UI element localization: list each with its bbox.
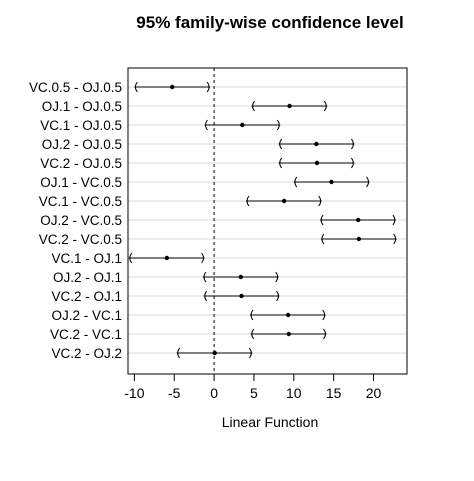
upper-bound-bracket — [248, 347, 252, 359]
estimate-point — [164, 255, 170, 261]
estimate-point — [285, 312, 291, 318]
lower-bound-bracket — [279, 157, 283, 169]
upper-bound-bracket — [276, 290, 279, 302]
category-label: VC.2 - VC.1 — [50, 327, 122, 342]
lower-bound-bracket — [177, 347, 181, 359]
category-label: VC.2 - OJ.2 — [51, 346, 122, 361]
lower-bound-bracket — [294, 176, 298, 188]
upper-bound-bracket — [393, 233, 397, 245]
upper-bound-bracket — [392, 214, 396, 226]
lower-bound-bracket — [251, 328, 255, 340]
lower-bound-bracket — [205, 119, 208, 131]
lower-bound-bracket — [129, 252, 133, 264]
upper-bound-bracket — [206, 81, 210, 93]
chart-title: 95% family-wise confidence level — [136, 13, 403, 32]
plot-frame — [127, 67, 408, 375]
upper-bound-bracket — [322, 309, 326, 321]
upper-bound-bracket — [275, 271, 279, 283]
estimate-point — [286, 331, 291, 337]
upper-bound-bracket — [323, 328, 326, 340]
estimate-point — [356, 217, 361, 223]
category-label: OJ.2 - OJ.1 — [53, 270, 122, 285]
category-label: OJ.2 - VC.1 — [51, 308, 122, 323]
category-label: VC.0.5 - OJ.0.5 — [29, 80, 122, 95]
lower-bound-bracket — [252, 100, 255, 112]
lower-bound-bracket — [204, 290, 208, 302]
category-label: OJ.1 - VC.0.5 — [40, 175, 122, 190]
lower-bound-bracket — [321, 233, 325, 245]
estimate-point — [239, 293, 244, 299]
interval-layer — [128, 68, 397, 374]
upper-bound-bracket — [276, 119, 280, 131]
category-label: VC.1 - OJ.0.5 — [40, 118, 122, 133]
lower-bound-bracket — [279, 138, 283, 150]
x-tick-label: -5 — [168, 385, 181, 401]
upper-bound-bracket — [323, 100, 327, 112]
category-label: VC.2 - OJ.0.5 — [40, 156, 122, 171]
x-tick-label: 5 — [250, 385, 258, 401]
estimate-point — [356, 236, 362, 242]
lower-bound-bracket — [203, 271, 207, 283]
x-tick-label: -10 — [124, 385, 144, 401]
category-label: OJ.2 - VC.0.5 — [40, 213, 122, 228]
estimate-point — [287, 103, 292, 109]
lower-bound-bracket — [320, 214, 324, 226]
category-label: VC.1 - VC.0.5 — [39, 194, 122, 209]
estimate-point — [212, 350, 217, 356]
upper-bound-bracket — [318, 195, 322, 207]
x-tick-label: 15 — [326, 385, 342, 401]
estimate-point — [281, 198, 287, 204]
upper-bound-bracket — [366, 176, 370, 188]
x-tick-label: 20 — [366, 385, 382, 401]
upper-bound-bracket — [350, 157, 354, 169]
estimate-point — [314, 141, 319, 147]
lower-bound-bracket — [134, 81, 138, 93]
estimate-point — [329, 179, 334, 185]
category-label: VC.2 - OJ.1 — [51, 289, 122, 304]
estimate-point — [238, 274, 244, 280]
category-labels: VC.0.5 - OJ.0.5 OJ.1 - OJ.0.5 VC.1 - OJ.0.… — [29, 80, 122, 361]
category-label: OJ.1 - OJ.0.5 — [42, 99, 122, 114]
x-tick-label: 0 — [210, 385, 218, 401]
x-tick-label: 10 — [286, 385, 302, 401]
upper-bound-bracket — [350, 138, 354, 150]
category-label: VC.2 - VC.0.5 — [39, 232, 122, 247]
lower-bound-bracket — [246, 195, 250, 207]
upper-bound-bracket — [201, 252, 205, 264]
estimate-point — [170, 84, 175, 90]
estimate-point — [240, 122, 245, 128]
lower-bound-bracket — [250, 309, 254, 321]
category-label: VC.1 - OJ.1 — [51, 251, 122, 266]
category-label: OJ.2 - OJ.0.5 — [42, 137, 122, 152]
x-axis-title: Linear Function — [222, 414, 319, 430]
x-axis: -10 -5 0 5 10 15 20 — [124, 373, 382, 401]
estimate-point — [314, 160, 320, 166]
